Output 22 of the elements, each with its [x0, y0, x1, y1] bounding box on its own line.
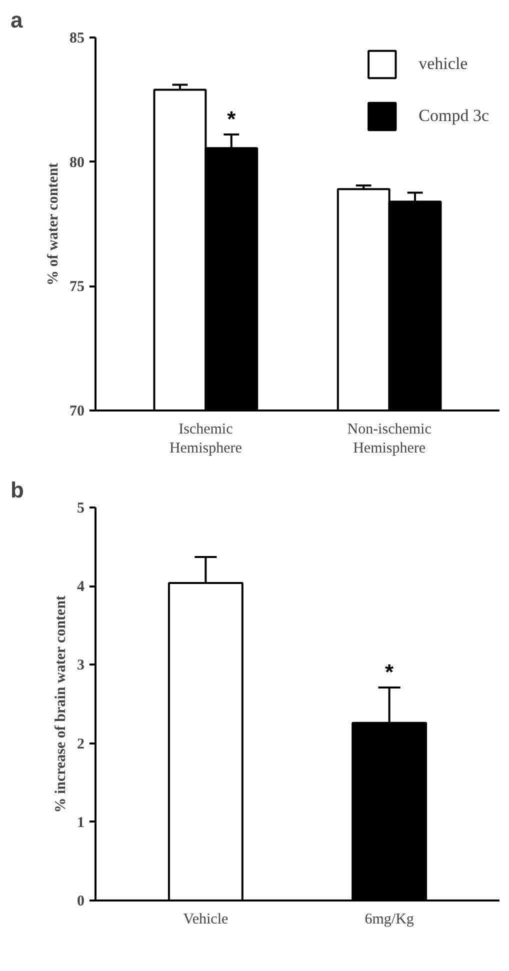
x-tick-label: Ischemic Hemisphere [169, 422, 242, 457]
y-tick-label: 5 [77, 500, 84, 516]
chart-title: b [10, 478, 24, 502]
x-tick-label: 6mg/Kg [364, 912, 414, 928]
y-tick-label: 70 [70, 404, 84, 420]
y-axis-title: % increase of brain water content [53, 595, 69, 813]
y-tick-label: 4 [77, 579, 85, 596]
y-tick-label: 1 [77, 814, 84, 831]
y-tick-label: 80 [70, 154, 84, 171]
x-tick-label: Vehicle [183, 912, 229, 928]
y-tick-label: 2 [77, 736, 84, 752]
legend-label: vehicle [418, 54, 468, 74]
y-tick-label: 75 [70, 279, 84, 296]
y-tick-label: 0 [77, 894, 84, 910]
y-axis-title: % of water content [46, 162, 62, 286]
legend-label: Compd 3c [418, 106, 489, 126]
annotation: * [385, 659, 394, 684]
x-tick-label: Non-ischemic Hemisphere [347, 422, 432, 457]
y-tick-label: 3 [77, 658, 84, 674]
y-tick-label: 85 [70, 30, 84, 46]
annotation: * [227, 106, 236, 132]
chart-title: a [10, 8, 24, 32]
